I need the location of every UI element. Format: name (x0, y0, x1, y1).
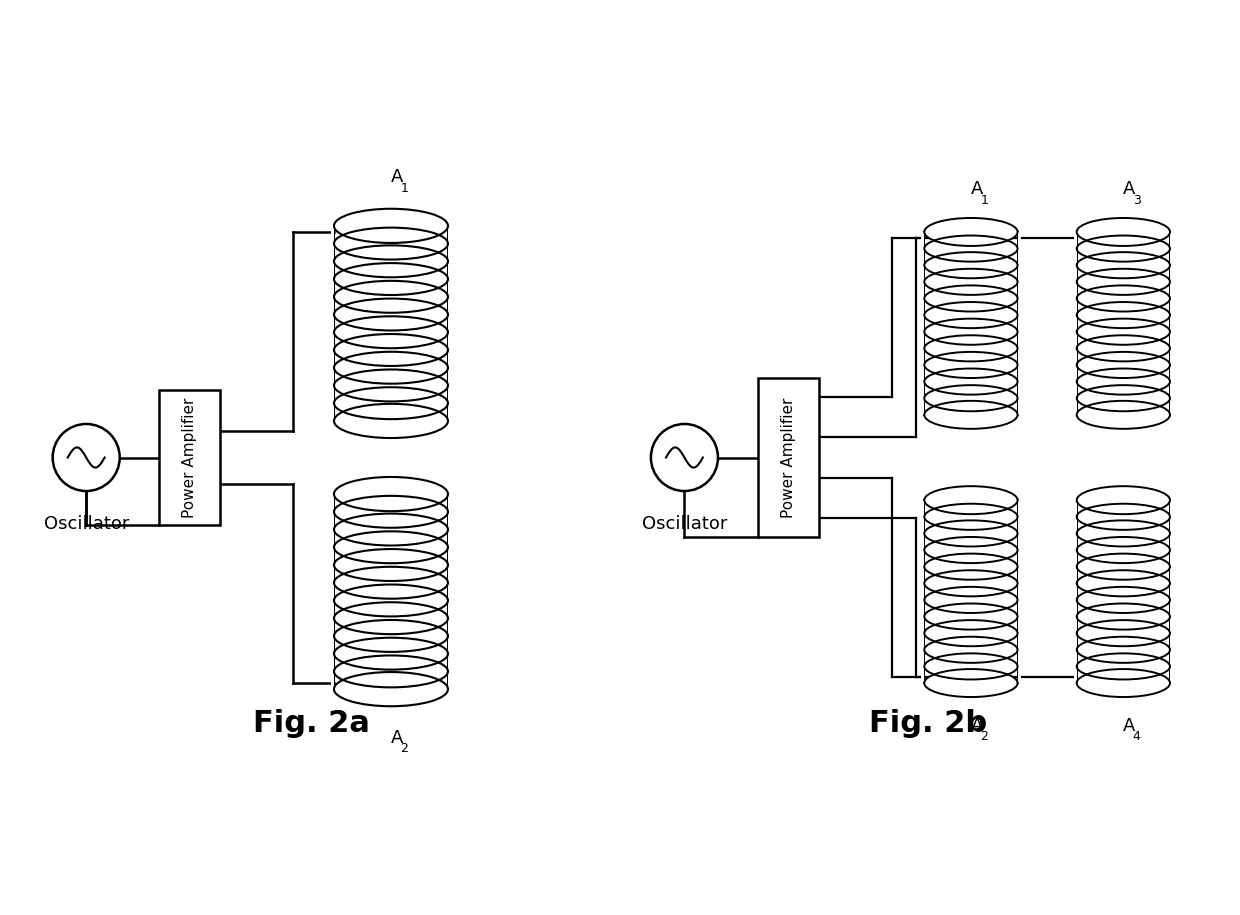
Ellipse shape (924, 401, 1018, 429)
FancyBboxPatch shape (331, 226, 334, 421)
FancyBboxPatch shape (1018, 232, 1021, 414)
Text: 4: 4 (1133, 730, 1141, 743)
Ellipse shape (334, 672, 448, 706)
Text: A: A (391, 729, 403, 747)
FancyBboxPatch shape (924, 501, 1018, 683)
Ellipse shape (1076, 401, 1171, 429)
FancyBboxPatch shape (1018, 501, 1021, 683)
Ellipse shape (924, 218, 1018, 246)
Text: 3: 3 (1133, 194, 1141, 207)
Text: 2: 2 (401, 742, 408, 756)
FancyBboxPatch shape (1076, 232, 1171, 414)
FancyBboxPatch shape (334, 494, 448, 689)
Text: Power Amplifier: Power Amplifier (780, 397, 796, 518)
FancyBboxPatch shape (921, 232, 924, 414)
FancyBboxPatch shape (331, 494, 334, 689)
Ellipse shape (1076, 486, 1171, 514)
Ellipse shape (1076, 218, 1171, 246)
FancyBboxPatch shape (1171, 501, 1173, 683)
Text: A: A (1123, 716, 1136, 735)
Ellipse shape (1076, 669, 1171, 697)
FancyBboxPatch shape (1171, 232, 1173, 414)
Text: A: A (971, 716, 983, 735)
FancyBboxPatch shape (921, 501, 924, 683)
Text: 2: 2 (981, 730, 988, 743)
Ellipse shape (334, 209, 448, 243)
Ellipse shape (924, 486, 1018, 514)
FancyBboxPatch shape (924, 232, 1018, 414)
Text: Oscillator: Oscillator (642, 515, 727, 533)
Ellipse shape (924, 669, 1018, 697)
Ellipse shape (334, 404, 448, 438)
Ellipse shape (334, 477, 448, 511)
Text: A: A (971, 180, 983, 199)
FancyBboxPatch shape (334, 226, 448, 421)
FancyBboxPatch shape (1076, 501, 1171, 683)
FancyBboxPatch shape (448, 494, 451, 689)
Text: 1: 1 (981, 194, 988, 207)
FancyBboxPatch shape (448, 226, 451, 421)
Text: Power Amplifier: Power Amplifier (182, 397, 197, 518)
Text: 1: 1 (401, 181, 408, 195)
Text: A: A (1123, 180, 1136, 199)
Text: Oscillator: Oscillator (43, 515, 129, 533)
FancyBboxPatch shape (160, 391, 221, 524)
FancyBboxPatch shape (758, 378, 818, 537)
FancyBboxPatch shape (1074, 501, 1076, 683)
Text: Fig. 2a: Fig. 2a (253, 709, 371, 737)
Text: A: A (391, 168, 403, 186)
FancyBboxPatch shape (1074, 232, 1076, 414)
Text: Fig. 2b: Fig. 2b (869, 709, 987, 737)
